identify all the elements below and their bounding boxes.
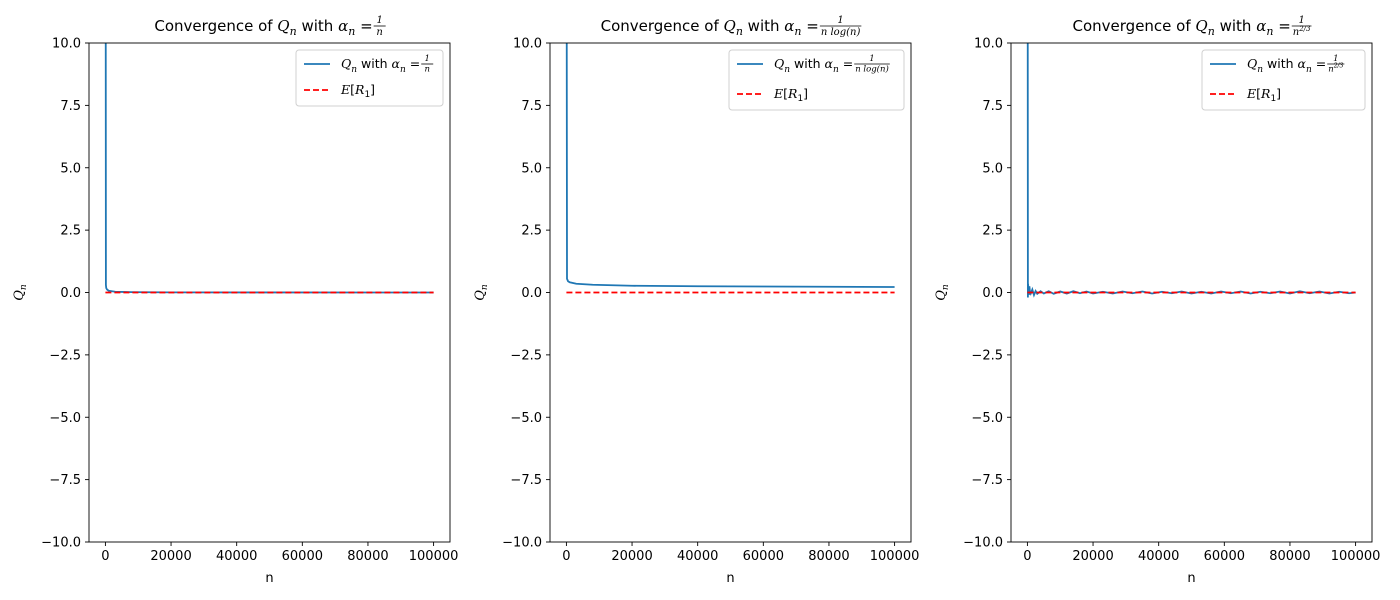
fraction-numerator: 1 [1333, 54, 1338, 64]
x-tick-label: 40000 [216, 549, 257, 564]
svg-text:Qn with αn =: Qn with αn = [1247, 56, 1326, 75]
legend-box [1201, 49, 1366, 111]
x-tick-label: 80000 [1269, 549, 1310, 564]
x-tick-label: 20000 [150, 549, 191, 564]
y-tick-label: 5.0 [982, 161, 1003, 176]
fraction-numerator: 1 [1298, 15, 1304, 26]
y-tick-label: 10.0 [52, 37, 81, 52]
q-estimate-line [565, 43, 895, 288]
fraction-numerator: 1 [425, 54, 430, 64]
y-axis-label: Qn [12, 284, 29, 301]
y-tick-label: −10.0 [41, 536, 81, 551]
svg-text:Convergence of Qn with αn =: Convergence of Qn with αn = [1073, 17, 1291, 38]
y-tick-label: 2.5 [982, 224, 1003, 239]
y-tick-label: −10.0 [502, 536, 542, 551]
legend-entry: E[R1] [1246, 86, 1281, 104]
legend-entry: Qn with αn = 1n log(n) [774, 54, 890, 75]
y-axis-label: Qn [473, 284, 490, 301]
y-tick-label: −5.0 [971, 411, 1003, 426]
fraction-denominator: n log(n) [855, 64, 889, 75]
y-tick-label: 7.5 [521, 99, 542, 114]
legend-entry: Qn with αn = 1n [341, 54, 434, 75]
x-axis-label: n [726, 571, 734, 586]
x-tick-label: 20000 [611, 549, 652, 564]
svg-text:Convergence of Qn with αn =: Convergence of Qn with αn = [601, 17, 819, 38]
svg-text:Qn with αn =: Qn with αn = [774, 56, 853, 75]
legend-entry: E[R1] [340, 82, 375, 100]
svg-text:E[R1]: E[R1] [773, 86, 808, 104]
fraction-denominator: n log(n) [821, 27, 861, 38]
legend-entry: E[R1] [773, 86, 808, 104]
x-tick-label: 80000 [347, 549, 388, 564]
y-tick-label: 2.5 [60, 224, 81, 239]
fraction-denominator: n [424, 65, 429, 75]
fraction-denominator: n2/3 [1293, 25, 1311, 38]
y-tick-label: 10.0 [513, 37, 542, 52]
svg-text:E[R1]: E[R1] [1246, 86, 1281, 104]
subplot-2: 0 20000 40000 60000 80000 100000 −10.0 −7.5 −5.0… [473, 15, 919, 586]
x-tick-label: 80000 [808, 549, 849, 564]
legend: Qn with αn = 1n2/3 E[R1] [1201, 49, 1366, 111]
y-tick-label: −2.5 [971, 348, 1003, 363]
y-tick-label: 7.5 [982, 99, 1003, 114]
y-tick-label: 5.0 [60, 161, 81, 176]
subplot-3: 0 20000 40000 60000 80000 100000 −10.0 −7.5 −5.0… [934, 15, 1380, 586]
fraction-numerator: 1 [869, 54, 874, 64]
y-tick-label: 5.0 [521, 161, 542, 176]
svg-text:E[R1]: E[R1] [340, 82, 375, 100]
x-axis-label: n [265, 571, 273, 586]
y-tick-label: −10.0 [963, 536, 1003, 551]
y-tick-label: 0.0 [521, 286, 542, 301]
chart-title: Convergence of Qn with αn = 1n log(n) [601, 15, 862, 38]
y-tick-label: −7.5 [971, 473, 1003, 488]
svg-text:Qn with αn =: Qn with αn = [341, 56, 420, 75]
fraction: 1n log(n) [854, 54, 890, 75]
chart-title: Convergence of Qn with αn = 1n2/3 [1073, 15, 1312, 38]
x-tick-label: 100000 [409, 549, 459, 564]
x-tick-label: 0 [562, 549, 570, 564]
x-tick-label: 40000 [677, 549, 718, 564]
x-tick-label: 60000 [1204, 549, 1245, 564]
legend-box [295, 49, 444, 107]
fraction-numerator: 1 [376, 15, 382, 26]
legend-box [728, 49, 905, 111]
x-tick-label: 20000 [1072, 549, 1113, 564]
svg-text:Convergence of Qn with αn =: Convergence of Qn with αn = [154, 17, 372, 38]
x-tick-label: 40000 [1138, 549, 1179, 564]
y-tick-label: 0.0 [60, 286, 81, 301]
subplot-1: 0 20000 40000 60000 80000 100000 −10.0 −7.5 −5.0… [12, 15, 458, 586]
x-axis-label: n [1187, 571, 1195, 586]
y-tick-label: −7.5 [510, 473, 542, 488]
legend: Qn with αn = 1n E[R1] [295, 49, 444, 107]
fraction: 1n2/3 [1327, 54, 1345, 75]
legend: Qn with αn = 1n log(n) E[R1] [728, 49, 905, 111]
y-tick-label: 0.0 [982, 286, 1003, 301]
y-axis-label: Qn [934, 284, 951, 301]
fraction: 1n [421, 54, 434, 75]
y-tick-label: −2.5 [49, 348, 81, 363]
fraction: 1n2/3 [1291, 15, 1312, 38]
y-tick-label: −5.0 [510, 411, 542, 426]
fraction-denominator: n [376, 27, 382, 38]
y-tick-label: 2.5 [521, 224, 542, 239]
x-tick-label: 0 [1023, 549, 1031, 564]
y-tick-label: −5.0 [49, 411, 81, 426]
y-tick-label: 10.0 [974, 37, 1003, 52]
fraction-numerator: 1 [837, 15, 843, 26]
x-tick-label: 100000 [1331, 549, 1381, 564]
y-tick-label: −2.5 [510, 348, 542, 363]
fraction: 1n log(n) [819, 15, 862, 38]
legend-entry: Qn with αn = 1n2/3 [1247, 54, 1345, 75]
y-tick-label: 7.5 [60, 99, 81, 114]
x-tick-label: 0 [101, 549, 109, 564]
y-tick-label: −7.5 [49, 473, 81, 488]
fraction: 1n [373, 15, 386, 38]
q-estimate-line [104, 43, 434, 294]
x-tick-label: 60000 [743, 549, 784, 564]
fraction-denominator: n2/3 [1328, 63, 1343, 75]
chart-title: Convergence of Qn with αn = 1n [154, 15, 386, 38]
x-tick-label: 100000 [870, 549, 920, 564]
x-tick-label: 60000 [282, 549, 323, 564]
